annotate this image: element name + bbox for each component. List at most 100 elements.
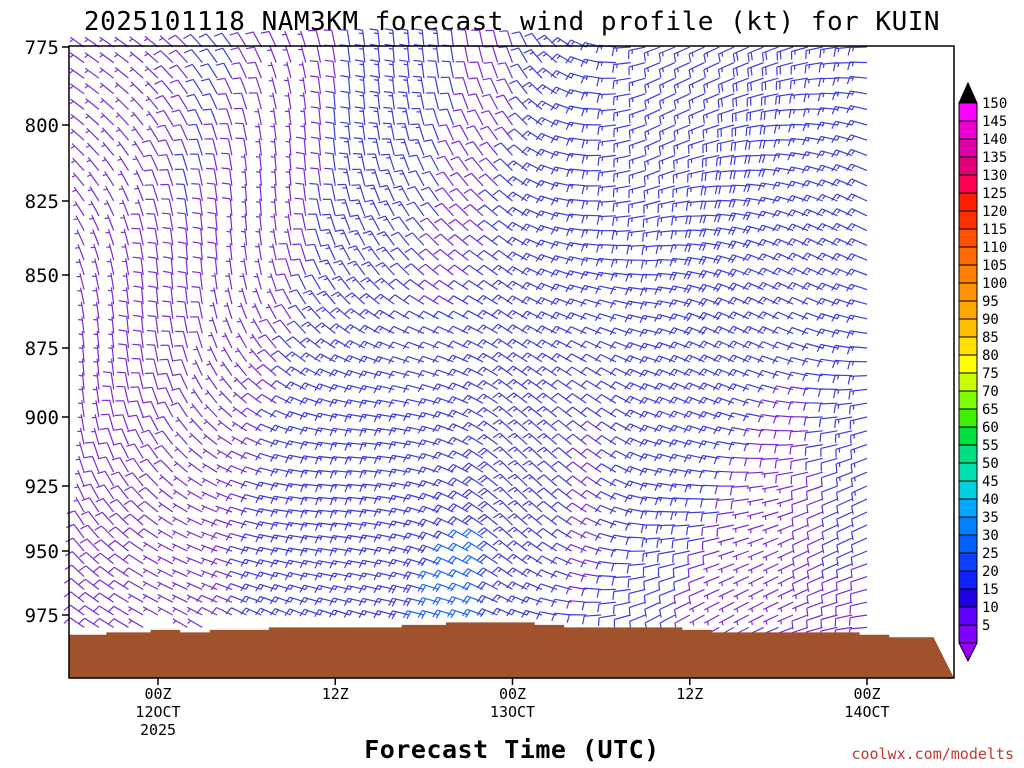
wind-barb: [628, 601, 646, 616]
wind-barb: [417, 492, 439, 501]
wind-barb: [521, 379, 543, 390]
wind-barb: [132, 242, 144, 261]
wind-barb: [177, 212, 189, 231]
wind-barb: [477, 474, 499, 487]
colorbar-swatch: [958, 408, 978, 428]
wind-barb: [186, 606, 203, 616]
wind-barb: [701, 524, 720, 537]
wind-barb: [761, 485, 779, 493]
wind-barb: [99, 52, 115, 64]
wind-barb: [411, 107, 425, 126]
wind-barb: [597, 154, 616, 166]
wind-barb: [187, 618, 203, 628]
wind-barb: [850, 550, 868, 566]
wind-barb: [97, 456, 115, 473]
wind-barb: [713, 227, 735, 237]
wind-barb: [757, 326, 779, 334]
wind-barb: [477, 500, 499, 513]
wind-barb: [671, 215, 690, 226]
wind-barb: [668, 410, 691, 419]
wind-barb: [831, 149, 853, 158]
wind-barb: [388, 482, 410, 491]
wind-barb: [717, 537, 735, 546]
wind-barb: [476, 366, 499, 377]
wind-barb: [418, 279, 439, 291]
wind-barb: [310, 167, 322, 186]
wind-barb: [683, 326, 705, 336]
wind-barb: [786, 296, 809, 305]
wind-barb: [88, 200, 100, 217]
wind-barb: [455, 61, 469, 79]
wind-barb: [133, 285, 144, 305]
wind-barb: [506, 392, 528, 404]
wind-barb: [93, 372, 100, 390]
wind-barb: [806, 576, 823, 592]
wind-barb: [388, 370, 410, 379]
wind-barb: [683, 368, 705, 377]
wind-barb: [566, 168, 587, 177]
wind-barb: [816, 297, 838, 306]
wind-barb: [155, 110, 174, 126]
wind-barb: [323, 183, 336, 202]
wind-barb: [373, 309, 395, 320]
wind-barb: [402, 493, 425, 502]
wind-barb: [742, 383, 764, 392]
wind-barb: [729, 471, 749, 481]
wind-barb: [169, 64, 188, 79]
wind-barb: [186, 530, 203, 539]
wind-barb: [300, 321, 321, 334]
wind-barb: [535, 239, 557, 248]
wind-barb: [285, 336, 307, 349]
wind-barb: [612, 588, 631, 600]
wind-barb: [285, 138, 292, 156]
wind-barb: [476, 309, 499, 320]
wind-barb: [520, 238, 543, 246]
wind-barb: [419, 232, 440, 246]
wind-barb: [373, 521, 395, 530]
wind-barb: [613, 154, 631, 168]
wind-barb: [432, 543, 454, 553]
wind-barb: [391, 216, 410, 231]
wind-barb: [596, 244, 616, 253]
wind-barb: [355, 75, 366, 94]
wind-barb: [801, 223, 823, 232]
wind-barb: [506, 206, 528, 217]
wind-barb: [308, 198, 322, 216]
wind-barb: [300, 337, 321, 349]
colorbar-label: 15: [982, 582, 999, 598]
wind-barb: [192, 212, 203, 231]
wind-barb: [201, 477, 218, 487]
wind-barb: [220, 137, 233, 156]
wind-barb: [428, 28, 440, 48]
wind-barb: [597, 601, 616, 613]
wind-barb: [432, 556, 454, 566]
wind-barb: [846, 105, 868, 114]
wind-barb: [580, 393, 602, 404]
wind-barb: [199, 48, 218, 63]
wind-barb: [402, 481, 425, 490]
wind-barb: [69, 52, 85, 64]
wind-barb: [73, 215, 85, 231]
wind-barb: [398, 75, 410, 94]
wind-barb: [240, 437, 262, 446]
wind-barb: [373, 559, 395, 568]
wind-barb: [189, 417, 203, 432]
wind-barb: [673, 139, 691, 155]
wind-barb: [477, 189, 499, 202]
wind-barb: [310, 106, 322, 126]
colorbar-swatch: [958, 318, 978, 338]
wind-barb: [566, 447, 587, 459]
wind-barb: [402, 519, 425, 528]
wind-barb: [643, 588, 661, 604]
wind-barb: [175, 315, 189, 334]
colorbar-label: 5: [982, 618, 990, 634]
wind-barb: [314, 398, 336, 407]
colorbar-swatch: [958, 570, 978, 590]
wind-barb: [369, 75, 381, 94]
wind-barb: [801, 297, 823, 305]
wind-barb: [801, 194, 823, 203]
x-tick-label: 00Z: [499, 685, 526, 703]
wind-barb: [594, 326, 617, 335]
wind-barb: [849, 416, 868, 430]
wind-barb: [133, 170, 144, 187]
